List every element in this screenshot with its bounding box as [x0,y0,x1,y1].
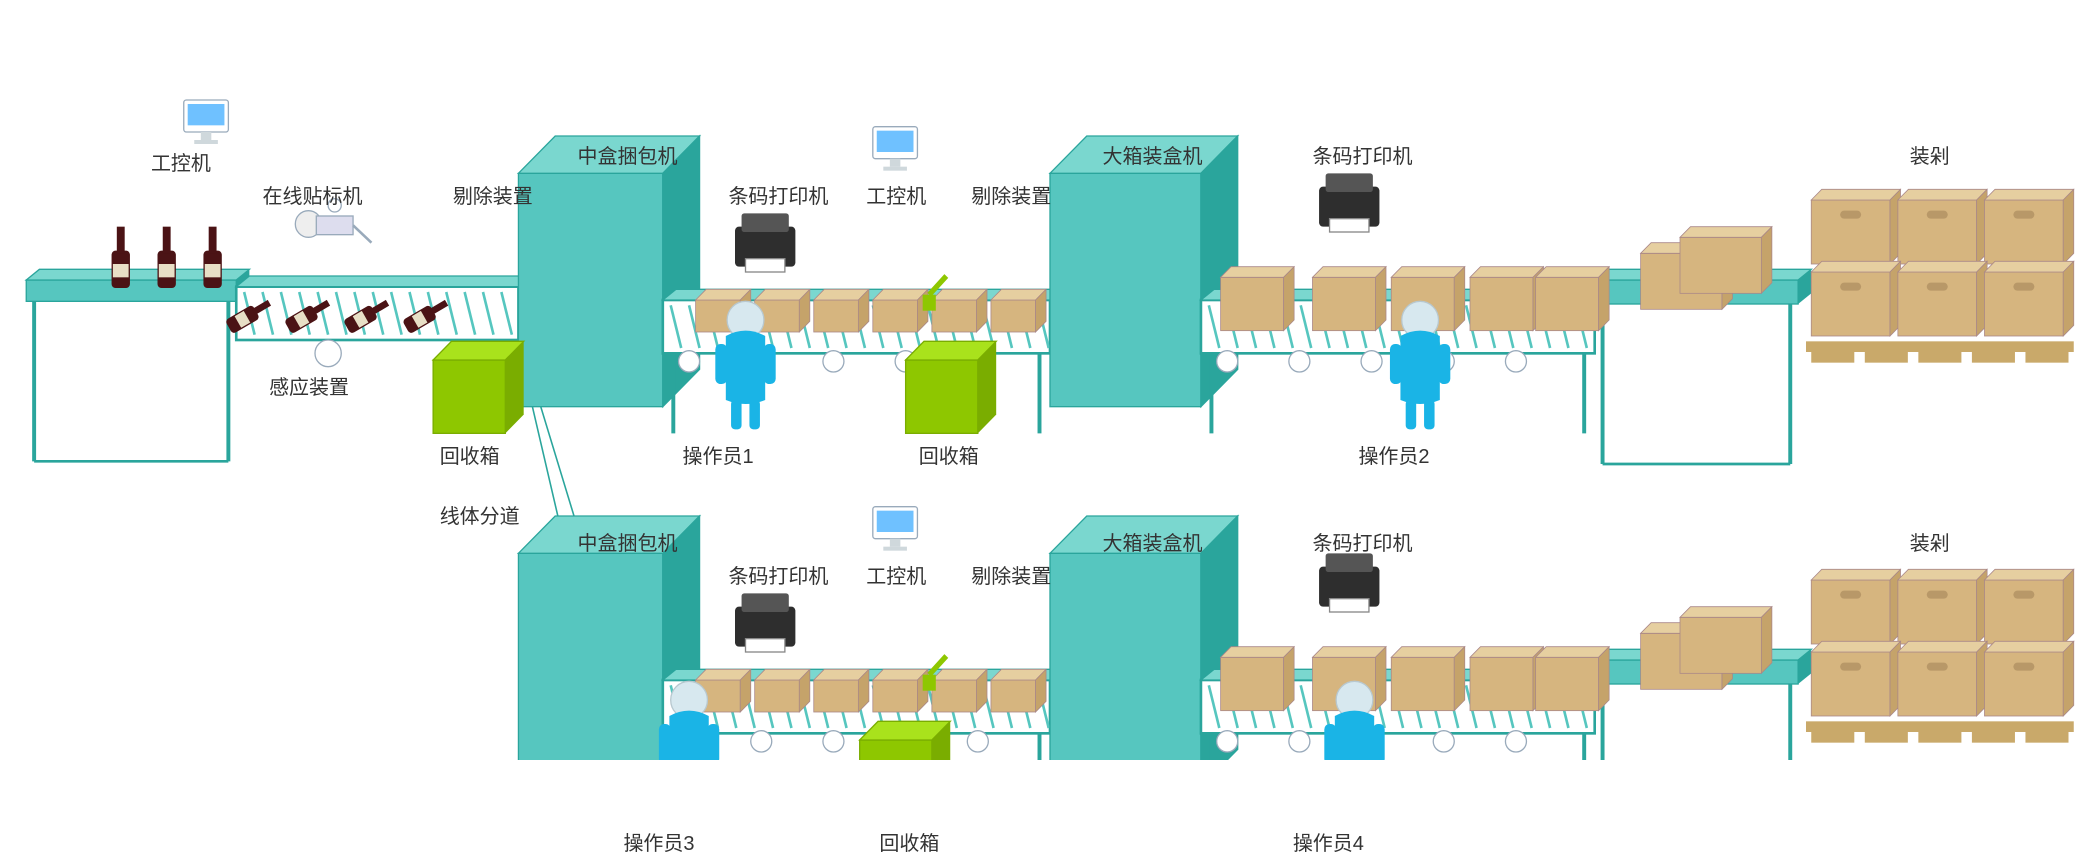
label-l_reject_a: 剔除装置 [453,180,533,209]
label-l_recycle_b: 回收箱 [919,440,979,469]
label-l_split: 线体分道 [440,500,520,529]
label-l_op4: 操作员4 [1293,827,1364,856]
monitor-b [873,127,918,171]
sensor-ball [315,340,341,367]
label-l_bprint_d: 条码打印机 [1313,527,1413,556]
label-l_ipc_a: 工控机 [151,147,211,176]
label-l_labeler: 在线贴标机 [263,180,363,209]
recycle-c [860,721,951,760]
pallet-b [1806,569,2074,742]
label-l_recycle_a: 回收箱 [440,440,500,469]
big-boxes-b [1221,647,1610,711]
label-l_caser_a: 大箱装盒机 [1103,140,1203,169]
label-l_recycle_c: 回收箱 [879,827,939,856]
monitor-a [184,100,229,144]
label-l_bprint_b: 条码打印机 [1313,140,1413,169]
label-l_bundler_a: 中盒捆包机 [578,140,678,169]
label-l_op2: 操作员2 [1358,440,1429,469]
feed-table [26,269,249,461]
bottles [112,227,222,288]
label-l_op3: 操作员3 [623,827,694,856]
label-l_pallet_a: 装剁 [1910,140,1950,169]
label-l_bundler_b: 中盒捆包机 [578,527,678,556]
monitor-c [873,507,918,551]
printer-c [735,593,795,652]
label-l_bprint_a: 条码打印机 [728,180,828,209]
label-l_ipc_b: 工控机 [866,180,926,209]
pallet-a [1806,189,2074,362]
label-l_bprint_c: 条码打印机 [728,560,828,589]
label-l_reject_b: 剔除装置 [971,180,1051,209]
recycle-b [906,341,997,433]
label-l_ipc_c: 工控机 [866,560,926,589]
printer-d [1319,553,1379,612]
recycle-a [433,341,524,433]
printer-a [735,213,795,272]
label-l_reject_c: 剔除装置 [971,560,1051,589]
label-l_op1: 操作员1 [683,440,754,469]
label-l_sensor: 感应装置 [269,371,349,400]
printer-b [1319,173,1379,232]
diagram-root: 工控机在线贴标机剔除装置中盒捆包机条码打印机工控机剔除装置大箱装盒机条码打印机装… [0,0,2100,760]
label-l_pallet_b: 装剁 [1910,527,1950,556]
label-l_caser_b: 大箱装盒机 [1103,527,1203,556]
